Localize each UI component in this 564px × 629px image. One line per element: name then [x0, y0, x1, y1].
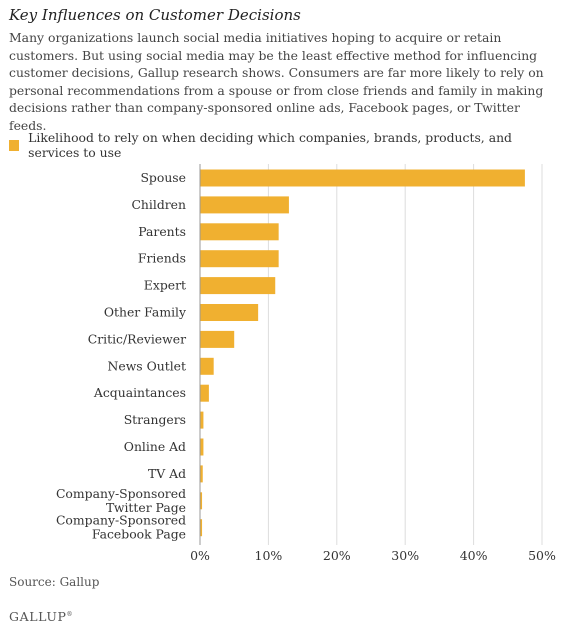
source-note: Source: Gallup	[9, 575, 100, 589]
bar	[200, 250, 279, 268]
chart-description: Many organizations launch social media i…	[9, 30, 544, 133]
chart-title: Key Influences on Customer Decisions	[9, 6, 301, 24]
category-label: Expert	[144, 278, 186, 293]
bar	[200, 411, 204, 429]
category-label: Online Ad	[124, 439, 186, 454]
category-label: Friends	[138, 251, 186, 266]
bar	[200, 196, 289, 214]
category-label: Facebook Page	[92, 527, 186, 542]
logo-text: GALLUP	[9, 609, 67, 624]
category-label: TV Ad	[148, 466, 186, 481]
x-tick-label: 10%	[255, 548, 283, 563]
category-label: Children	[131, 197, 186, 212]
bar	[200, 304, 259, 321]
bar	[200, 357, 214, 375]
category-label: Acquaintances	[93, 385, 186, 400]
category-label: Company-Sponsored	[56, 513, 186, 528]
legend-label: Likelihood to rely on when deciding whic…	[28, 130, 512, 160]
x-tick-label: 40%	[460, 548, 488, 563]
x-tick-label: 50%	[528, 548, 556, 563]
category-label: Strangers	[124, 412, 186, 427]
x-tick-label: 20%	[323, 548, 351, 563]
category-label: Twitter Page	[106, 500, 186, 515]
bar	[200, 492, 203, 510]
category-label: Parents	[138, 224, 186, 239]
bar	[200, 438, 204, 456]
category-label: News Outlet	[108, 358, 186, 373]
category-label: Critic/Reviewer	[88, 331, 186, 346]
bar	[200, 519, 203, 537]
category-label: Company-Sponsored	[56, 486, 186, 501]
gallup-logo: GALLUP®	[9, 609, 74, 624]
legend: Likelihood to rely on when deciding whic…	[9, 130, 564, 160]
bar	[200, 330, 235, 348]
bar	[200, 169, 525, 187]
legend-swatch	[9, 139, 20, 151]
category-label: Other Family	[104, 305, 186, 320]
x-tick-label: 0%	[190, 548, 210, 563]
bar	[200, 277, 276, 295]
category-label: Spouse	[140, 170, 186, 185]
bar	[200, 465, 203, 483]
bar	[200, 223, 279, 241]
bar	[200, 384, 209, 402]
x-tick-label: 30%	[391, 548, 419, 563]
